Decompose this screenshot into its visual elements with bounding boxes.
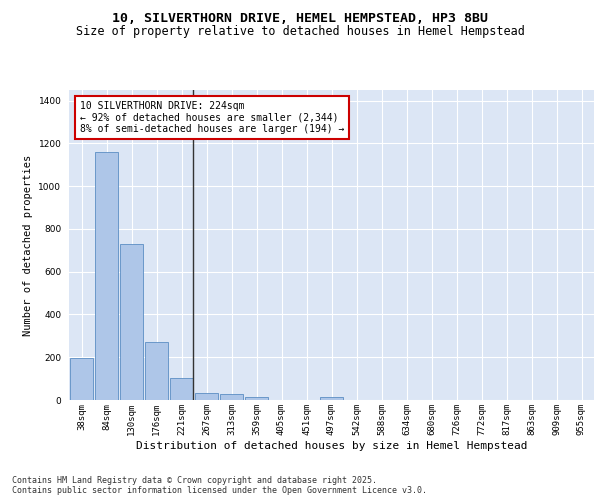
Bar [220, 394, 243, 400]
Bar [170, 378, 193, 400]
X-axis label: Distribution of detached houses by size in Hemel Hempstead: Distribution of detached houses by size … [136, 440, 527, 450]
Text: Contains HM Land Registry data © Crown copyright and database right 2025.
Contai: Contains HM Land Registry data © Crown c… [12, 476, 427, 495]
Bar [120, 244, 143, 400]
Bar [195, 392, 218, 400]
Bar [145, 342, 168, 400]
Text: 10, SILVERTHORN DRIVE, HEMEL HEMPSTEAD, HP3 8BU: 10, SILVERTHORN DRIVE, HEMEL HEMPSTEAD, … [112, 12, 488, 26]
Bar [320, 398, 343, 400]
Text: 10 SILVERTHORN DRIVE: 224sqm
← 92% of detached houses are smaller (2,344)
8% of : 10 SILVERTHORN DRIVE: 224sqm ← 92% of de… [79, 101, 344, 134]
Y-axis label: Number of detached properties: Number of detached properties [23, 154, 33, 336]
Bar [95, 152, 118, 400]
Text: Size of property relative to detached houses in Hemel Hempstead: Size of property relative to detached ho… [76, 25, 524, 38]
Bar [245, 398, 268, 400]
Bar [70, 358, 93, 400]
